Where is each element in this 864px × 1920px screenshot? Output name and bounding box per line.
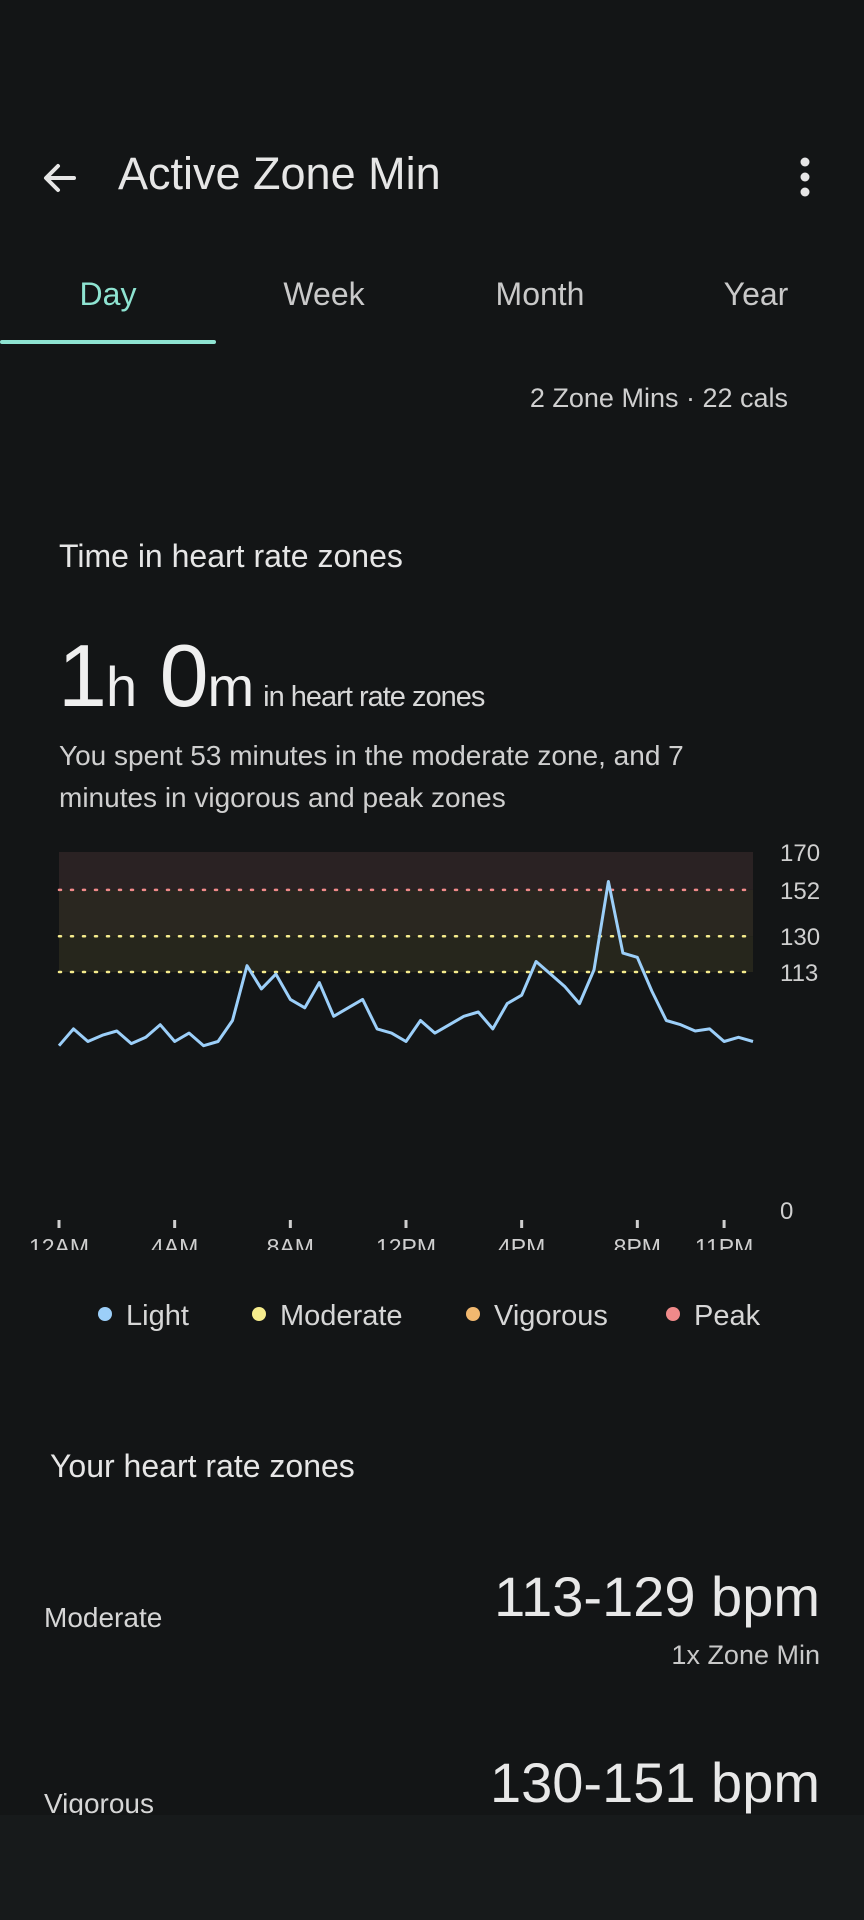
zones-section-title: Your heart rate zones (50, 1448, 355, 1484)
y-tick-130: 130 (780, 924, 820, 951)
tab-month[interactable]: Month (495, 276, 585, 312)
legend-moderate: Moderate (252, 1300, 403, 1333)
x-tick-11PM: 11PM (695, 1234, 753, 1250)
bottom-bar (0, 1815, 864, 1920)
peak-zone-band (59, 852, 753, 890)
y-tick-170: 170 (780, 840, 820, 867)
total-time: 1h 0m in heart rate zones (58, 625, 485, 727)
tab-day[interactable]: Day (79, 276, 137, 312)
legend-light: Light (98, 1300, 189, 1333)
y-tick-152: 152 (780, 878, 820, 905)
arrow-left-icon (44, 164, 76, 192)
heart-rate-line (57, 880, 754, 1048)
vigorous-zone-band (59, 889, 753, 937)
minutes-unit: m (207, 655, 255, 718)
legend-dot-moderate (252, 1307, 266, 1322)
page-title: Active Zone Min (118, 148, 441, 199)
tab-week[interactable]: Week (283, 276, 365, 312)
more-options-button[interactable] (780, 150, 830, 210)
moderate-zone-band (59, 936, 753, 973)
hours-unit: h (105, 655, 137, 718)
x-tick-12PM: 12PM (376, 1234, 436, 1250)
hours-value: 1 (58, 626, 107, 725)
zone-label-vigorous: Vigorous (44, 1788, 155, 1819)
tab-year[interactable]: Year (723, 276, 789, 312)
zone-note-moderate: 1x Zone Min (671, 1640, 820, 1670)
back-button[interactable] (30, 150, 90, 210)
section-title: Time in heart rate zones (59, 538, 403, 574)
legend-dot-peak (666, 1307, 680, 1322)
period-tabs: Day Week Month Year (0, 265, 864, 345)
y-tick-113: 113 (780, 960, 818, 987)
minutes-value: 0 (159, 626, 209, 725)
zone-description: You spent 53 minutes in the moderate zon… (59, 740, 684, 813)
x-tick-4PM: 4PM (498, 1234, 545, 1250)
more-vert-icon (800, 157, 810, 197)
legend-vigorous: Vigorous (466, 1300, 608, 1333)
zone-label-moderate: Moderate (44, 1602, 163, 1633)
x-tick-4AM: 4AM (151, 1234, 198, 1250)
x-tick-8PM: 8PM (614, 1234, 661, 1250)
x-tick-12AM: 12AM (29, 1234, 89, 1250)
zone-summary: 2 Zone Mins · 22 cals (529, 383, 788, 413)
heart-rate-chart: 170 152 130 113 0 12AM 4AM 8AM 12PM 4PM 8PM 11PM (29, 840, 820, 1250)
x-tick-8AM: 8AM (267, 1234, 314, 1250)
y-tick-0: 0 (780, 1198, 793, 1225)
legend-dot-light (98, 1307, 112, 1322)
legend-peak: Peak (666, 1300, 760, 1333)
zone-range-vigorous: 130-151 bpm (489, 1751, 820, 1814)
time-suffix: in heart rate zones (263, 681, 485, 713)
chart-legend: Light Moderate Vigorous Peak (0, 1300, 864, 1340)
legend-dot-vigorous (466, 1307, 480, 1322)
zone-range-moderate: 113-129 bpm (494, 1565, 820, 1628)
tab-indicator (0, 340, 216, 344)
